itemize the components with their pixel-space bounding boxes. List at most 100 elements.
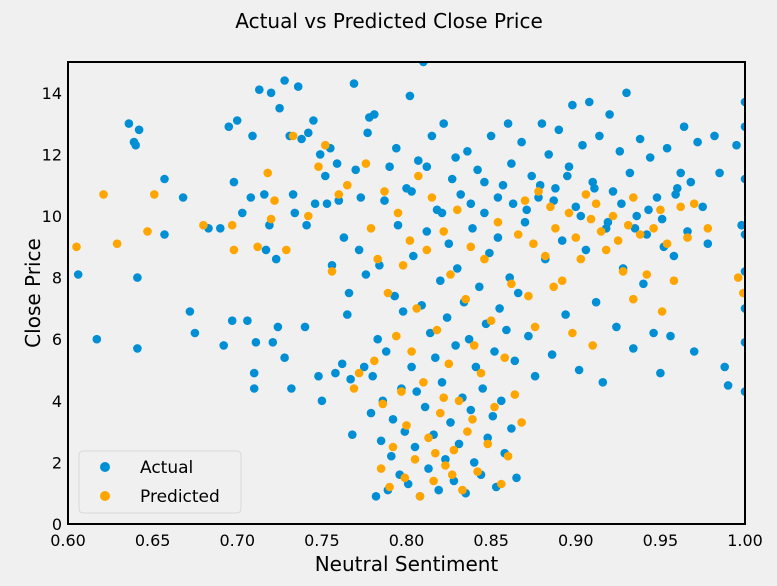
- predicted-point: [507, 279, 516, 289]
- actual-point: [464, 334, 474, 344]
- predicted-point: [282, 245, 291, 255]
- actual-point: [503, 119, 513, 128]
- predicted-point: [588, 341, 597, 350]
- predicted-point: [388, 442, 398, 452]
- x-tick-label: 0.85: [473, 531, 509, 550]
- predicted-point: [497, 479, 506, 489]
- actual-point: [271, 254, 281, 264]
- actual-point: [447, 174, 457, 184]
- actual-point: [254, 85, 264, 94]
- predicted-point: [469, 341, 479, 350]
- actual-point: [649, 328, 658, 338]
- x-tick-label: 0.95: [643, 531, 679, 550]
- predicted-point: [112, 239, 122, 248]
- actual-point: [471, 362, 481, 372]
- predicted-point: [591, 199, 601, 208]
- actual-point: [398, 307, 408, 316]
- actual-point: [740, 338, 745, 347]
- actual-point: [512, 473, 521, 483]
- actual-point: [564, 162, 574, 171]
- actual-point: [451, 153, 460, 162]
- actual-point: [468, 224, 477, 233]
- actual-point: [409, 251, 418, 261]
- legend-marker: [100, 491, 110, 501]
- predicted-point: [444, 359, 454, 369]
- actual-point: [547, 350, 557, 359]
- x-axis-ticks: 0.60 0.65 0.70 0.75 0.80 0.85 0.90 0.95 1.00: [50, 531, 763, 550]
- actual-point: [370, 110, 379, 119]
- predicted-point: [683, 233, 692, 242]
- actual-point: [388, 415, 398, 424]
- actual-point: [630, 224, 640, 233]
- predicted-point: [366, 224, 376, 233]
- predicted-point: [649, 224, 658, 233]
- x-tick-label: 0.90: [558, 531, 594, 550]
- predicted-point: [669, 276, 679, 286]
- actual-point: [437, 378, 447, 387]
- predicted-point: [458, 485, 467, 495]
- predicted-point: [199, 220, 208, 230]
- actual-point: [436, 276, 445, 286]
- actual-point: [625, 168, 635, 178]
- actual-point: [517, 137, 526, 147]
- actual-point: [131, 140, 140, 150]
- actual-point: [507, 424, 516, 433]
- predicted-point: [490, 402, 499, 412]
- actual-point: [508, 199, 518, 208]
- predicted-point: [429, 476, 438, 486]
- predicted-point: [618, 267, 628, 276]
- predicted-point: [410, 455, 420, 464]
- actual-point: [419, 62, 428, 67]
- predicted-point: [439, 393, 449, 403]
- actual-point: [238, 208, 247, 218]
- data-points: [72, 62, 745, 501]
- actual-point: [740, 304, 745, 313]
- predicted-point: [629, 193, 638, 202]
- predicted-point: [549, 282, 558, 292]
- actual-point: [498, 180, 508, 190]
- actual-point: [315, 150, 325, 159]
- predicted-point: [586, 214, 596, 224]
- actual-point: [380, 196, 389, 205]
- actual-point: [302, 220, 311, 230]
- actual-point: [715, 168, 724, 178]
- actual-point: [595, 131, 604, 141]
- actual-point: [246, 193, 256, 202]
- actual-point: [160, 174, 169, 184]
- actual-point: [444, 239, 454, 248]
- actual-point: [475, 282, 484, 292]
- actual-point: [390, 291, 400, 301]
- actual-point: [261, 245, 271, 255]
- actual-point: [366, 408, 376, 418]
- predicted-point: [427, 193, 437, 202]
- legend-label: Actual: [140, 458, 193, 478]
- predicted-point: [453, 205, 462, 215]
- actual-point: [723, 381, 733, 390]
- plot-area: [68, 62, 745, 524]
- predicted-point: [402, 421, 411, 430]
- actual-point: [243, 316, 252, 326]
- actual-point: [644, 205, 653, 215]
- actual-point: [310, 199, 320, 208]
- predicted-point: [266, 214, 276, 224]
- predicted-point: [466, 242, 476, 252]
- predicted-point: [378, 399, 388, 409]
- predicted-point: [354, 368, 364, 378]
- actual-point: [224, 122, 234, 131]
- predicted-point: [373, 254, 383, 264]
- actual-point: [590, 184, 599, 193]
- predicted-point: [657, 307, 667, 316]
- actual-point: [439, 119, 449, 128]
- actual-point: [414, 156, 423, 165]
- actual-point: [622, 88, 631, 98]
- actual-point: [591, 297, 601, 307]
- predicted-point: [629, 294, 638, 304]
- actual-point: [317, 396, 327, 406]
- x-axis-label: Neutral Sentiment: [315, 552, 499, 576]
- predicted-point: [314, 162, 323, 171]
- actual-point: [669, 251, 679, 261]
- actual-point: [578, 140, 587, 150]
- actual-point: [422, 227, 432, 236]
- actual-point: [568, 100, 577, 110]
- actual-point: [337, 359, 347, 369]
